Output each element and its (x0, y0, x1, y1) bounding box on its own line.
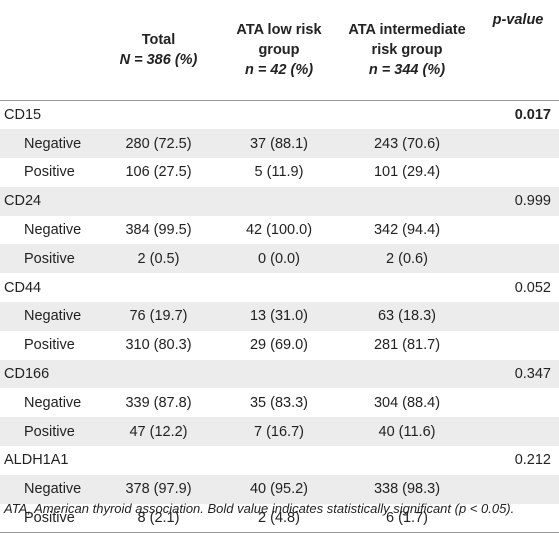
cell-inter: 243 (70.6) (373, 135, 441, 152)
cell-low: 13 (31.0) (249, 308, 309, 325)
marker-pvalue: 0.999 (514, 193, 551, 210)
marker-row: ALDH1A1 0.212 (0, 446, 559, 475)
cell-low: 40 (95.2) (249, 481, 309, 498)
cell-total: 8 (2.1) (137, 509, 180, 526)
cell-total: 2 (0.5) (137, 250, 180, 267)
table-row: Positive 47 (12.2) 7 (16.7) 40 (11.6) (0, 417, 559, 447)
cell-low: 29 (69.0) (249, 337, 309, 354)
cell-low: 0 (0.0) (258, 250, 300, 267)
header-low-line2: group (258, 42, 300, 58)
marker-pvalue: 0.052 (514, 279, 551, 296)
cell-inter: 338 (98.3) (373, 481, 441, 498)
table-row: Negative 76 (19.7) 13 (31.0) 63 (18.3) (0, 302, 559, 331)
cell-inter: 63 (18.3) (377, 308, 437, 325)
cell-inter: 281 (81.7) (373, 337, 441, 354)
table-row: Positive 106 (27.5) 5 (11.9) 101 (29.4) (0, 158, 559, 187)
cell-total: 384 (99.5) (125, 222, 192, 239)
marker-name: CD15 (4, 107, 42, 124)
header-low-risk: ATA low risk group n = 42 (%) (221, 0, 337, 101)
table-row: Negative 339 (87.8) 35 (83.3) 304 (88.4) (0, 388, 559, 417)
header-row: Total N = 386 (%) ATA low risk group n =… (0, 0, 559, 101)
marker-name: CD44 (4, 279, 42, 296)
marker-pvalue: 0.017 (514, 107, 551, 124)
header-pvalue: p-value (477, 0, 559, 101)
marker-row: CD24 0.999 (0, 186, 559, 216)
header-total-line2: N = 386 (%) (119, 52, 198, 68)
row-label: Positive (24, 337, 75, 354)
table-row: Negative 280 (72.5) 37 (88.1) 243 (70.6) (0, 129, 559, 159)
cell-total: 76 (19.7) (129, 308, 188, 325)
row-label: Negative (24, 222, 82, 239)
cell-low: 35 (83.3) (249, 394, 309, 411)
cell-total: 47 (12.2) (129, 423, 188, 440)
header-marker-empty (0, 0, 96, 101)
row-label: Positive (24, 509, 75, 526)
header-inter-line1: ATA intermediate (348, 22, 466, 38)
cell-total: 378 (97.9) (125, 481, 192, 498)
row-label: Negative (24, 394, 82, 411)
row-label: Positive (24, 164, 75, 181)
header-total-line1: Total (141, 32, 176, 48)
header-intermediate-risk: ATA intermediate risk group n = 344 (%) (337, 0, 477, 101)
table-row: Positive 2 (0.5) 0 (0.0) 2 (0.6) (0, 244, 559, 274)
marker-row: CD166 0.347 (0, 359, 559, 389)
table-footnote: ATA, American thyroid association. Bold … (4, 501, 515, 516)
cell-total: 106 (27.5) (125, 164, 192, 181)
header-low-line3: n = 42 (%) (244, 62, 314, 78)
header-inter-line2: risk group (371, 42, 443, 58)
cell-inter: 342 (94.4) (373, 222, 441, 239)
cell-low: 7 (16.7) (254, 423, 304, 440)
header-low-line1: ATA low risk (236, 22, 322, 38)
header-total: Total N = 386 (%) (96, 0, 221, 101)
cell-inter: 2 (0.6) (386, 250, 428, 267)
row-label: Positive (24, 423, 75, 440)
marker-pvalue: 0.212 (514, 452, 551, 469)
row-label: Negative (24, 135, 82, 152)
cell-low: 5 (11.9) (254, 164, 304, 181)
row-label: Negative (24, 481, 82, 498)
table-row: Negative 378 (97.9) 40 (95.2) 338 (98.3) (0, 474, 559, 504)
cell-total: 280 (72.5) (125, 135, 192, 152)
cell-inter: 304 (88.4) (373, 394, 441, 411)
cell-inter: 101 (29.4) (373, 164, 441, 181)
marker-name: ALDH1A1 (4, 452, 69, 469)
cell-total: 310 (80.3) (125, 337, 192, 354)
table-header: Total N = 386 (%) ATA low risk group n =… (0, 0, 559, 101)
table-row: Positive 310 (80.3) 29 (69.0) 281 (81.7) (0, 331, 559, 360)
row-label: Negative (24, 308, 82, 325)
header-inter-line3: n = 344 (%) (368, 62, 446, 78)
marker-pvalue: 0.347 (514, 366, 551, 383)
marker-row: CD44 0.052 (0, 273, 559, 302)
marker-row: CD15 0.017 (0, 101, 559, 130)
cell-total: 339 (87.8) (125, 394, 192, 411)
cell-low: 37 (88.1) (249, 135, 309, 152)
cell-low: 42 (100.0) (245, 222, 313, 239)
cell-inter: 40 (11.6) (378, 423, 436, 440)
table-body: CD15 0.017 Negative 280 (72.5) 37 (88.1)… (0, 101, 559, 533)
marker-name: CD24 (4, 193, 42, 210)
cell-low: 2 (4.8) (258, 509, 300, 526)
table-row: Negative 384 (99.5) 42 (100.0) 342 (94.4… (0, 216, 559, 245)
marker-name: CD166 (4, 366, 50, 383)
cell-inter: 6 (1.7) (386, 509, 428, 526)
row-label: Positive (24, 250, 75, 267)
